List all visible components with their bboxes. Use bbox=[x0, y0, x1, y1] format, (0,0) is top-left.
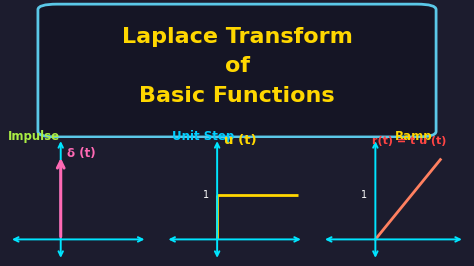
FancyBboxPatch shape bbox=[38, 4, 436, 137]
Text: Impulse: Impulse bbox=[8, 130, 60, 143]
Text: r(t) = t u (t): r(t) = t u (t) bbox=[372, 136, 446, 146]
Text: 1: 1 bbox=[361, 190, 367, 200]
Text: Unit Step: Unit Step bbox=[172, 130, 234, 143]
Text: δ (t): δ (t) bbox=[67, 147, 96, 160]
Text: Laplace Transform
of
Basic Functions: Laplace Transform of Basic Functions bbox=[121, 27, 353, 106]
Text: 1: 1 bbox=[203, 190, 210, 200]
Text: u (t): u (t) bbox=[224, 134, 257, 147]
Text: Ramp: Ramp bbox=[395, 130, 433, 143]
